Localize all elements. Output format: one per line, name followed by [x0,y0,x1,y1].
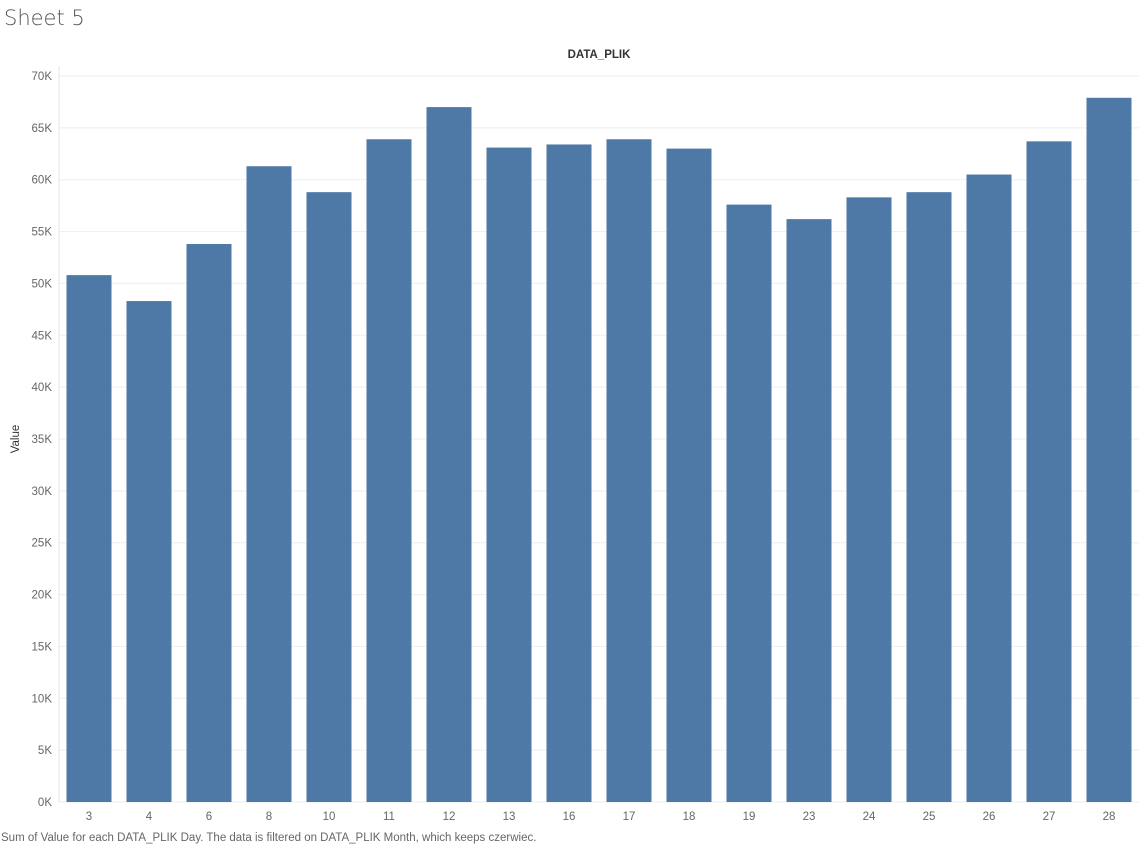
bar[interactable] [246,166,292,802]
x-tick-label: 25 [923,811,936,823]
x-tick-label: 26 [983,811,996,823]
y-tick-label: 35K [32,434,53,446]
x-tick-label: 28 [1103,811,1116,823]
bar[interactable] [666,148,712,803]
y-tick-label: 30K [32,486,53,498]
y-tick-label: 0K [38,797,52,809]
bar[interactable] [366,139,412,802]
y-axis-title: Value [10,425,22,454]
y-tick-label: 20K [32,590,53,602]
bar[interactable] [606,139,652,802]
y-tick-label: 15K [32,641,53,653]
bar[interactable] [546,144,592,803]
x-tick-label: 16 [563,811,576,823]
caption: Sum of Value for each DATA_PLIK Day. The… [1,832,537,844]
x-tick-label: 11 [383,811,395,823]
y-tick-label: 60K [32,175,53,187]
bar[interactable] [486,147,532,802]
y-tick-label: 5K [38,745,52,757]
x-axis-ticks: 3 4 6 8 10 11 12 13 16 17 18 19 23 24 25 26 27 28 [86,811,1116,823]
bar[interactable] [966,174,1012,802]
x-tick-label: 17 [623,811,636,823]
bar[interactable] [1026,141,1072,803]
bar[interactable] [726,204,772,802]
x-tick-label: 27 [1043,811,1056,823]
x-tick-label: 6 [206,811,212,823]
bar[interactable] [66,275,112,802]
y-tick-label: 55K [32,227,53,239]
chart-title: DATA_PLIK [568,49,632,61]
sheet-title: Sheet 5 [4,6,85,30]
y-tick-label: 45K [32,330,53,342]
bar[interactable] [786,219,832,802]
y-axis-ticks: 0K 5K 10K 15K 20K 25K 30K 35K 40K 45K 50K 55K 60K 65K… [32,71,53,809]
x-tick-label: 3 [86,811,92,823]
y-tick-label: 10K [32,693,53,705]
y-tick-label: 40K [32,382,53,394]
x-tick-label: 18 [683,811,696,823]
bar[interactable] [426,107,472,803]
x-tick-label: 4 [146,811,153,823]
x-tick-label: 12 [443,811,456,823]
x-tick-label: 23 [803,811,816,823]
bar[interactable] [186,244,232,802]
x-tick-label: 8 [266,811,272,823]
x-tick-label: 10 [323,811,336,823]
x-tick-label: 24 [863,811,876,823]
bars [66,97,1132,803]
y-tick-label: 25K [32,538,53,550]
y-tick-label: 65K [32,123,53,135]
x-tick-label: 13 [503,811,516,823]
bar[interactable] [906,192,952,802]
y-tick-label: 70K [32,71,53,83]
gridlines [58,66,1139,803]
x-tick-label: 19 [743,811,756,823]
bar[interactable] [846,197,892,803]
bar[interactable] [126,301,172,802]
bar[interactable] [1086,97,1132,802]
bar[interactable] [306,192,352,802]
y-tick-label: 50K [32,278,53,290]
